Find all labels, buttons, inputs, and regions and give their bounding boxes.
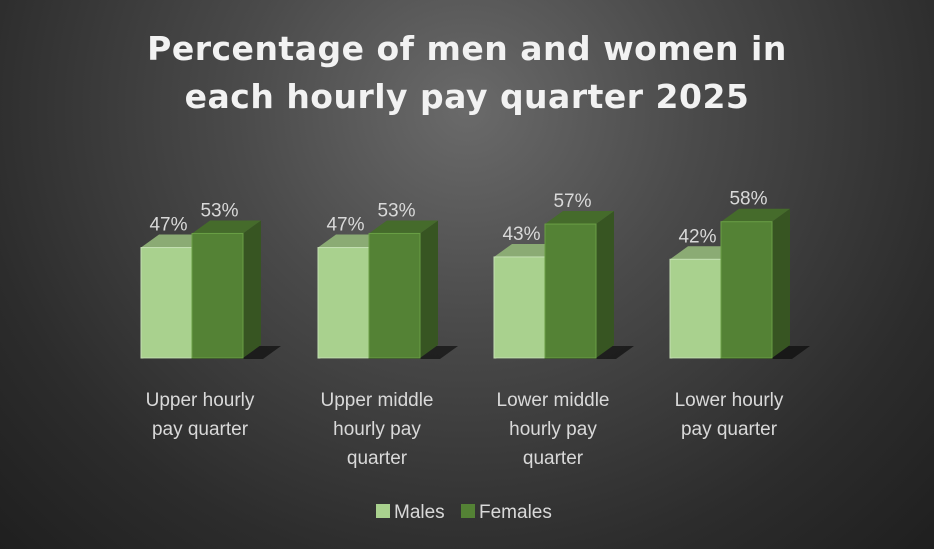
- bar-females: [191, 220, 261, 359]
- data-label: 58%: [729, 189, 767, 210]
- legend-swatch: [461, 504, 475, 518]
- data-label: 53%: [200, 200, 238, 221]
- category-labels: Upper hourly pay quarter Upper middle hourl…: [146, 390, 784, 469]
- category-label: Upper hourly pay quarter: [146, 390, 255, 440]
- bar-females: [544, 211, 614, 359]
- legend-item-females: Females: [461, 502, 552, 523]
- legend-label: Females: [479, 502, 552, 523]
- data-label: 47%: [326, 215, 364, 236]
- data-labels: 47% 53% 47% 53% 43% 57% 42% 58%: [149, 189, 767, 248]
- data-label: 47%: [149, 215, 187, 236]
- chart-title-line: each hourly pay quarter 2025: [185, 77, 750, 116]
- bars: [140, 208, 810, 359]
- legend-item-males: Males: [376, 502, 445, 523]
- chart-title-line: Percentage of men and women in: [147, 29, 787, 68]
- legend: Males Females: [376, 502, 552, 523]
- bar-females: [720, 208, 790, 359]
- chart-title: Percentage of men and women in each hourl…: [147, 29, 787, 116]
- bar-females: [368, 220, 438, 359]
- data-label: 57%: [553, 191, 591, 212]
- data-label: 42%: [678, 226, 716, 247]
- category-label: Lower hourly pay quarter: [675, 390, 784, 440]
- category-label: Lower middle hourly pay quarter: [497, 390, 610, 469]
- category-label: Upper middle hourly pay quarter: [321, 390, 434, 469]
- legend-swatch: [376, 504, 390, 518]
- data-label: 43%: [502, 224, 540, 245]
- legend-label: Males: [394, 502, 445, 523]
- data-label: 53%: [377, 200, 415, 221]
